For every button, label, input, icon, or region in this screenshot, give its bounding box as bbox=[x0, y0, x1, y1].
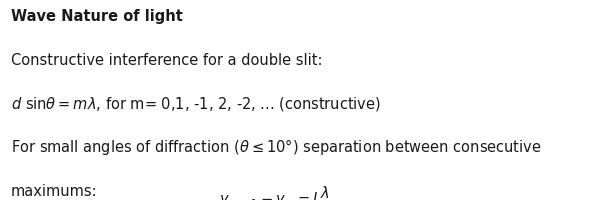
Text: $y_{m+1} - y_m = L\dfrac{\lambda}{d}$: $y_{m+1} - y_m = L\dfrac{\lambda}{d}$ bbox=[219, 184, 331, 200]
Text: Wave Nature of light: Wave Nature of light bbox=[11, 9, 183, 24]
Text: maximums:: maximums: bbox=[11, 184, 98, 199]
Text: $d\ \mathrm{sin}\theta = m\lambda$, for m= 0,1, -1, 2, -2, ... (constructive): $d\ \mathrm{sin}\theta = m\lambda$, for … bbox=[11, 95, 381, 113]
Text: Constructive interference for a double slit:: Constructive interference for a double s… bbox=[11, 53, 322, 68]
Text: For small angles of diffraction ($\theta \leq 10°$) separation between consecuti: For small angles of diffraction ($\theta… bbox=[11, 137, 541, 157]
